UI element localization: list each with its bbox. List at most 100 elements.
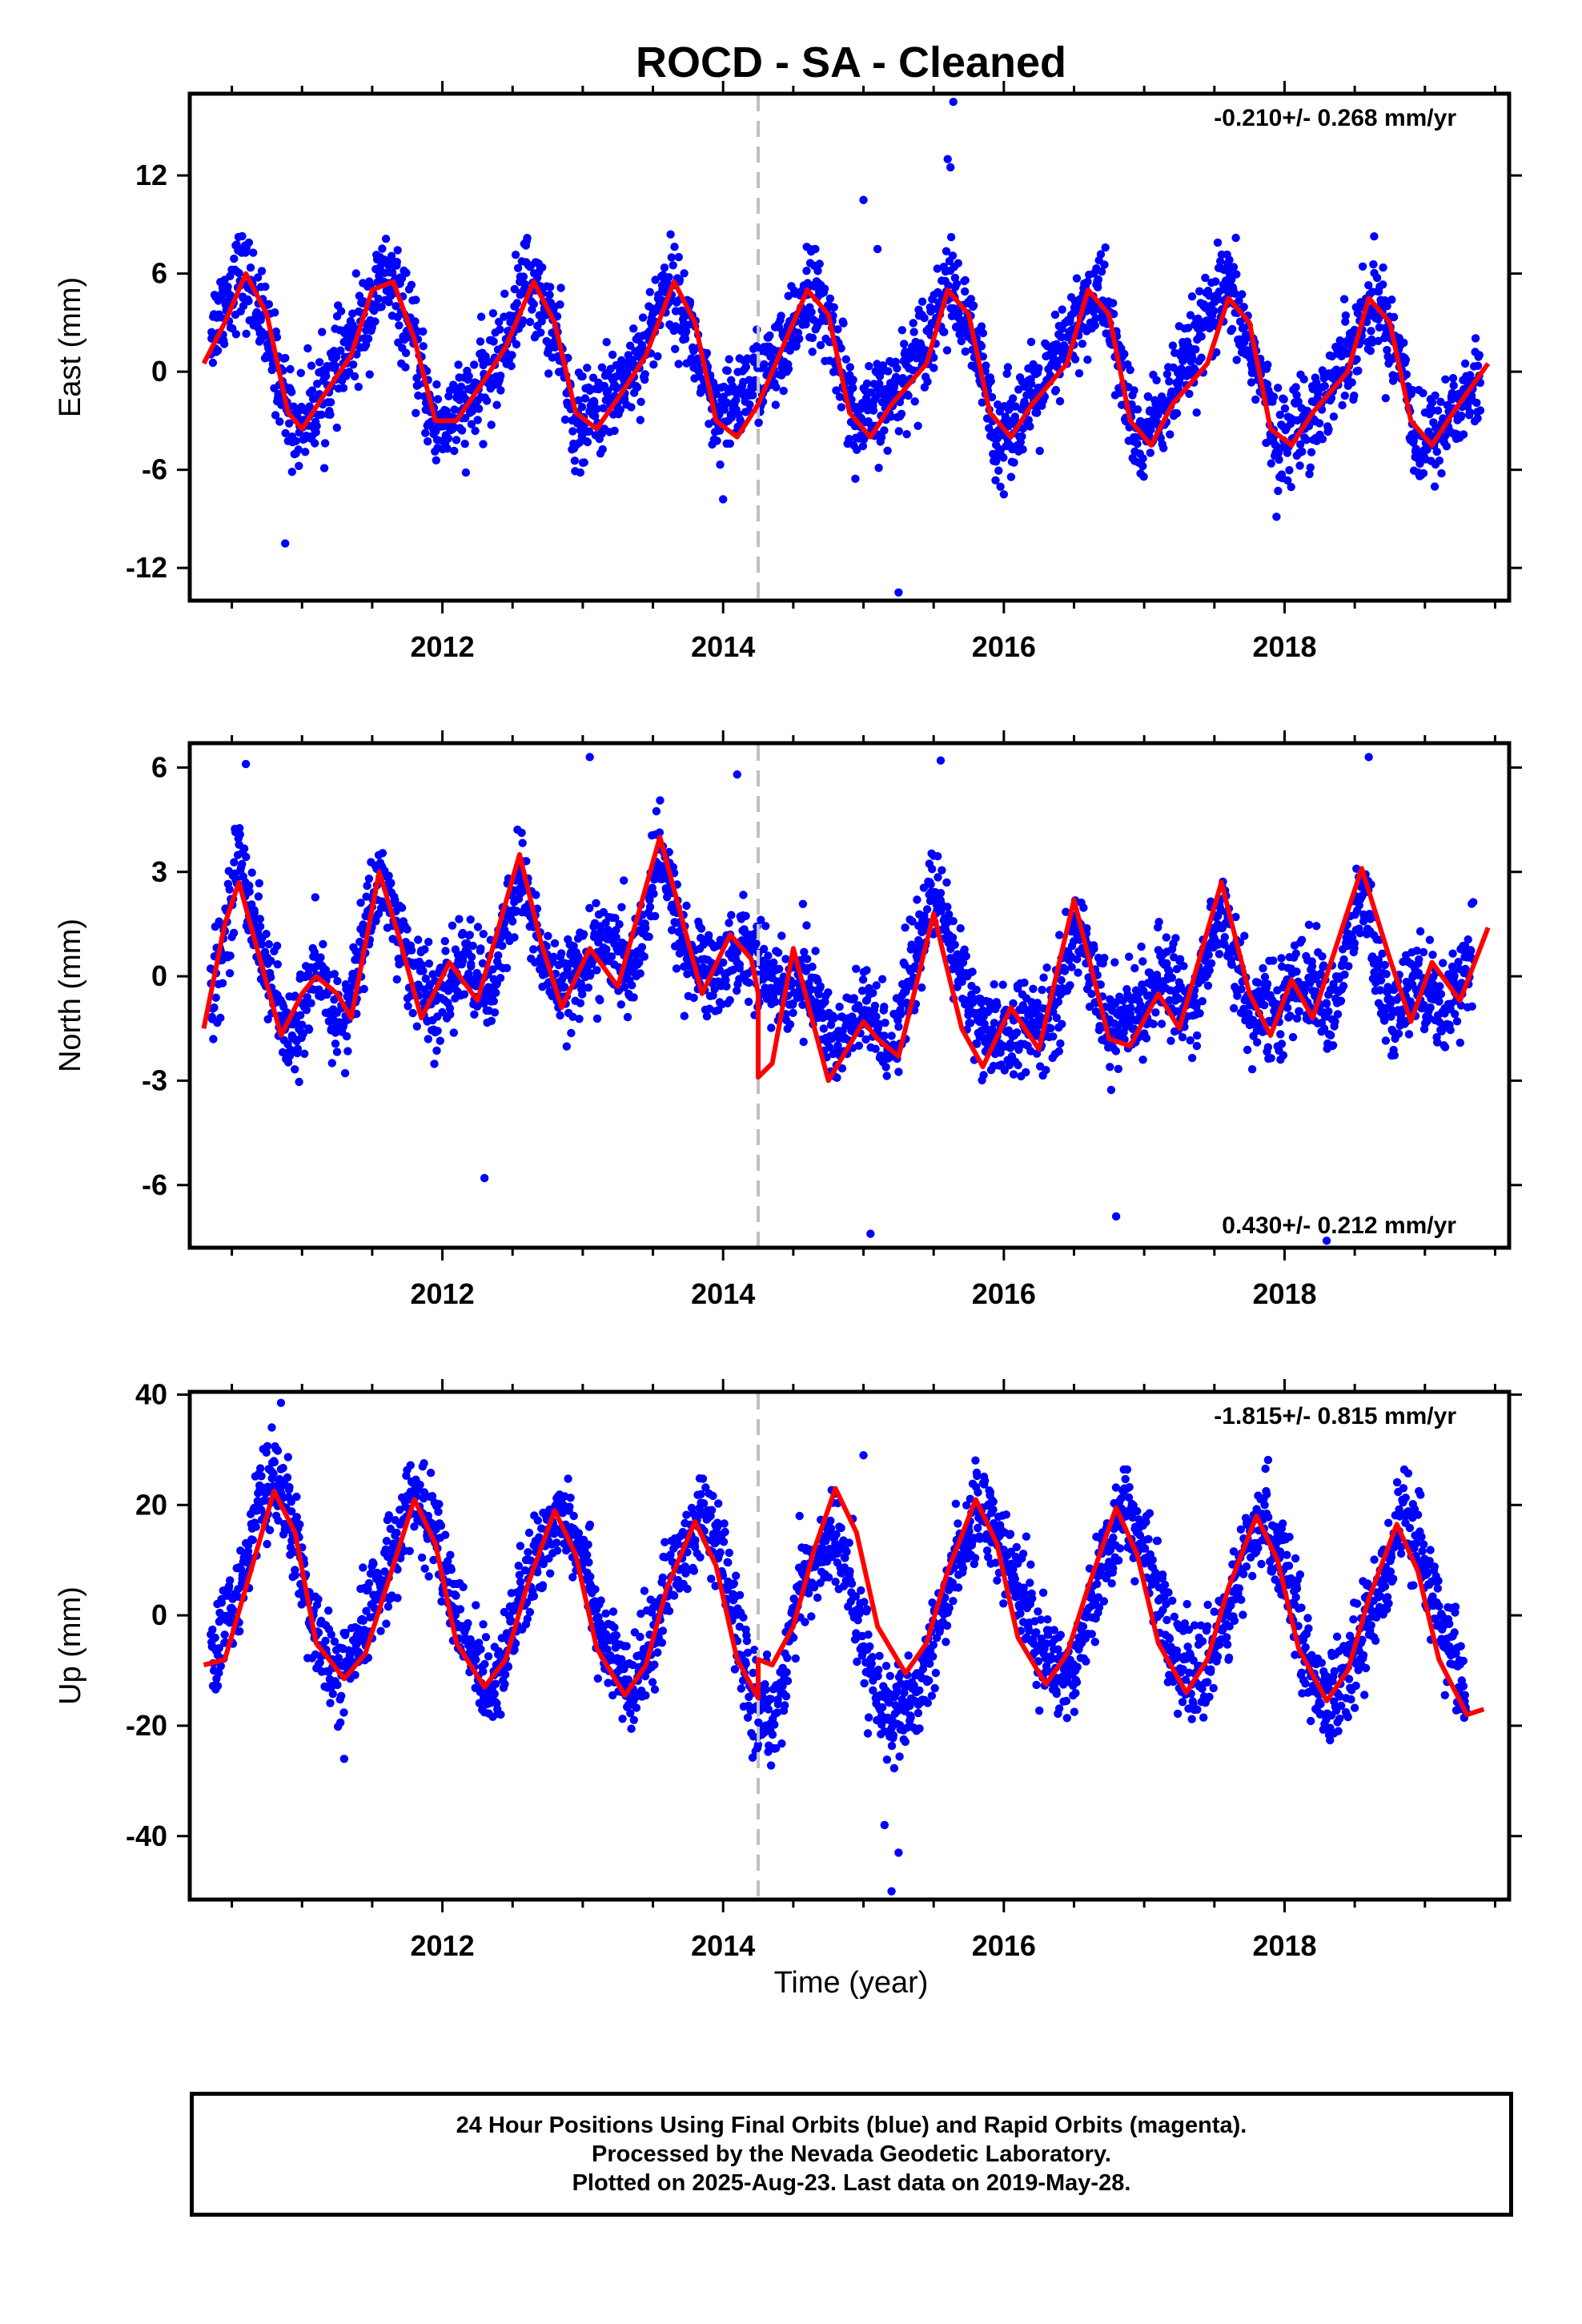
data-point: [1231, 233, 1240, 243]
data-point: [1042, 1066, 1050, 1075]
data-point: [584, 983, 593, 992]
data-point: [319, 939, 327, 949]
data-point: [1341, 311, 1351, 320]
data-point: [244, 238, 254, 247]
data-point: [1457, 412, 1466, 420]
data-point: [1033, 408, 1042, 417]
data-point: [1411, 444, 1420, 453]
data-point: [652, 806, 661, 816]
data-point: [445, 1004, 455, 1013]
data-point: [1074, 369, 1084, 378]
data-point: [1267, 1054, 1275, 1063]
data-point: [608, 350, 617, 360]
data-point: [492, 400, 501, 409]
data-point: [1212, 348, 1221, 357]
data-point: [798, 1000, 807, 1010]
data-point: [1287, 482, 1295, 492]
data-point: [725, 995, 734, 1005]
data-point: [660, 263, 669, 272]
data-point: [1192, 408, 1201, 417]
data-point: [807, 308, 816, 316]
data-point: [263, 1015, 272, 1024]
data-point: [235, 824, 244, 833]
data-point: [569, 942, 578, 951]
x-tick-label: 2014: [691, 630, 755, 663]
data-point: [645, 903, 655, 911]
data-point: [1192, 1041, 1202, 1051]
data-point: [616, 405, 624, 414]
data-point: [637, 943, 647, 951]
data-point: [1183, 324, 1193, 332]
data-point: [391, 895, 400, 905]
data-point: [975, 1033, 984, 1042]
data-point: [1277, 954, 1286, 963]
data-point: [1473, 361, 1483, 370]
data-point: [760, 944, 769, 954]
data-point: [1029, 984, 1038, 994]
data-point: [478, 959, 488, 968]
data-point: [253, 273, 263, 282]
data-point: [1096, 980, 1106, 989]
data-point: [1230, 1003, 1239, 1013]
data-point: [1034, 364, 1043, 372]
data-point: [723, 366, 732, 376]
data-point: [745, 400, 754, 409]
data-point: [739, 891, 748, 899]
data-point: [1251, 395, 1260, 404]
data-point: [344, 368, 354, 376]
data-point: [272, 332, 282, 342]
data-point: [1318, 952, 1327, 961]
data-point: [949, 304, 958, 313]
data-point: [719, 958, 728, 967]
data-point: [979, 1071, 988, 1080]
data-point: [319, 464, 329, 472]
data-point: [592, 899, 600, 908]
data-point: [1187, 1053, 1197, 1063]
data-point: [1165, 967, 1174, 976]
data-point: [1291, 383, 1300, 392]
data-point: [1358, 262, 1367, 271]
data-point: [966, 1019, 975, 1027]
data-point: [402, 268, 411, 277]
data-point: [1100, 954, 1109, 963]
data-point: [952, 279, 962, 288]
data-point: [894, 1068, 903, 1076]
data-point: [904, 391, 913, 400]
data-point: [1021, 400, 1030, 409]
data-point: [1311, 987, 1321, 996]
data-point: [779, 386, 788, 396]
data-point: [849, 384, 857, 392]
data-point: [645, 287, 654, 296]
data-point: [421, 974, 430, 983]
data-point: [894, 1022, 903, 1031]
data-point: [813, 267, 822, 275]
data-point: [264, 300, 273, 309]
data-point: [568, 427, 577, 436]
data-point: [487, 1016, 496, 1026]
data-point: [488, 309, 498, 318]
data-point: [340, 1068, 350, 1078]
data-point: [852, 964, 861, 974]
data-point: [902, 430, 911, 439]
data-point: [655, 828, 665, 837]
data-point: [592, 966, 601, 975]
data-point: [331, 1039, 340, 1048]
data-point: [727, 911, 736, 919]
data-point: [479, 440, 488, 448]
data-point: [996, 1048, 1005, 1057]
data-point: [1026, 422, 1034, 431]
data-point: [629, 324, 638, 333]
data-point: [1096, 250, 1106, 259]
data-point: [1432, 447, 1442, 456]
data-point: [225, 885, 234, 894]
data-point: [1269, 392, 1279, 401]
data-point: [395, 955, 404, 963]
data-point: [311, 439, 319, 448]
data-point: [1179, 962, 1188, 971]
data-point: [1152, 376, 1161, 384]
data-point: [470, 360, 479, 369]
data-point: [901, 923, 909, 932]
data-point: [681, 327, 691, 336]
data-point: [968, 967, 977, 976]
data-point: [537, 317, 546, 326]
